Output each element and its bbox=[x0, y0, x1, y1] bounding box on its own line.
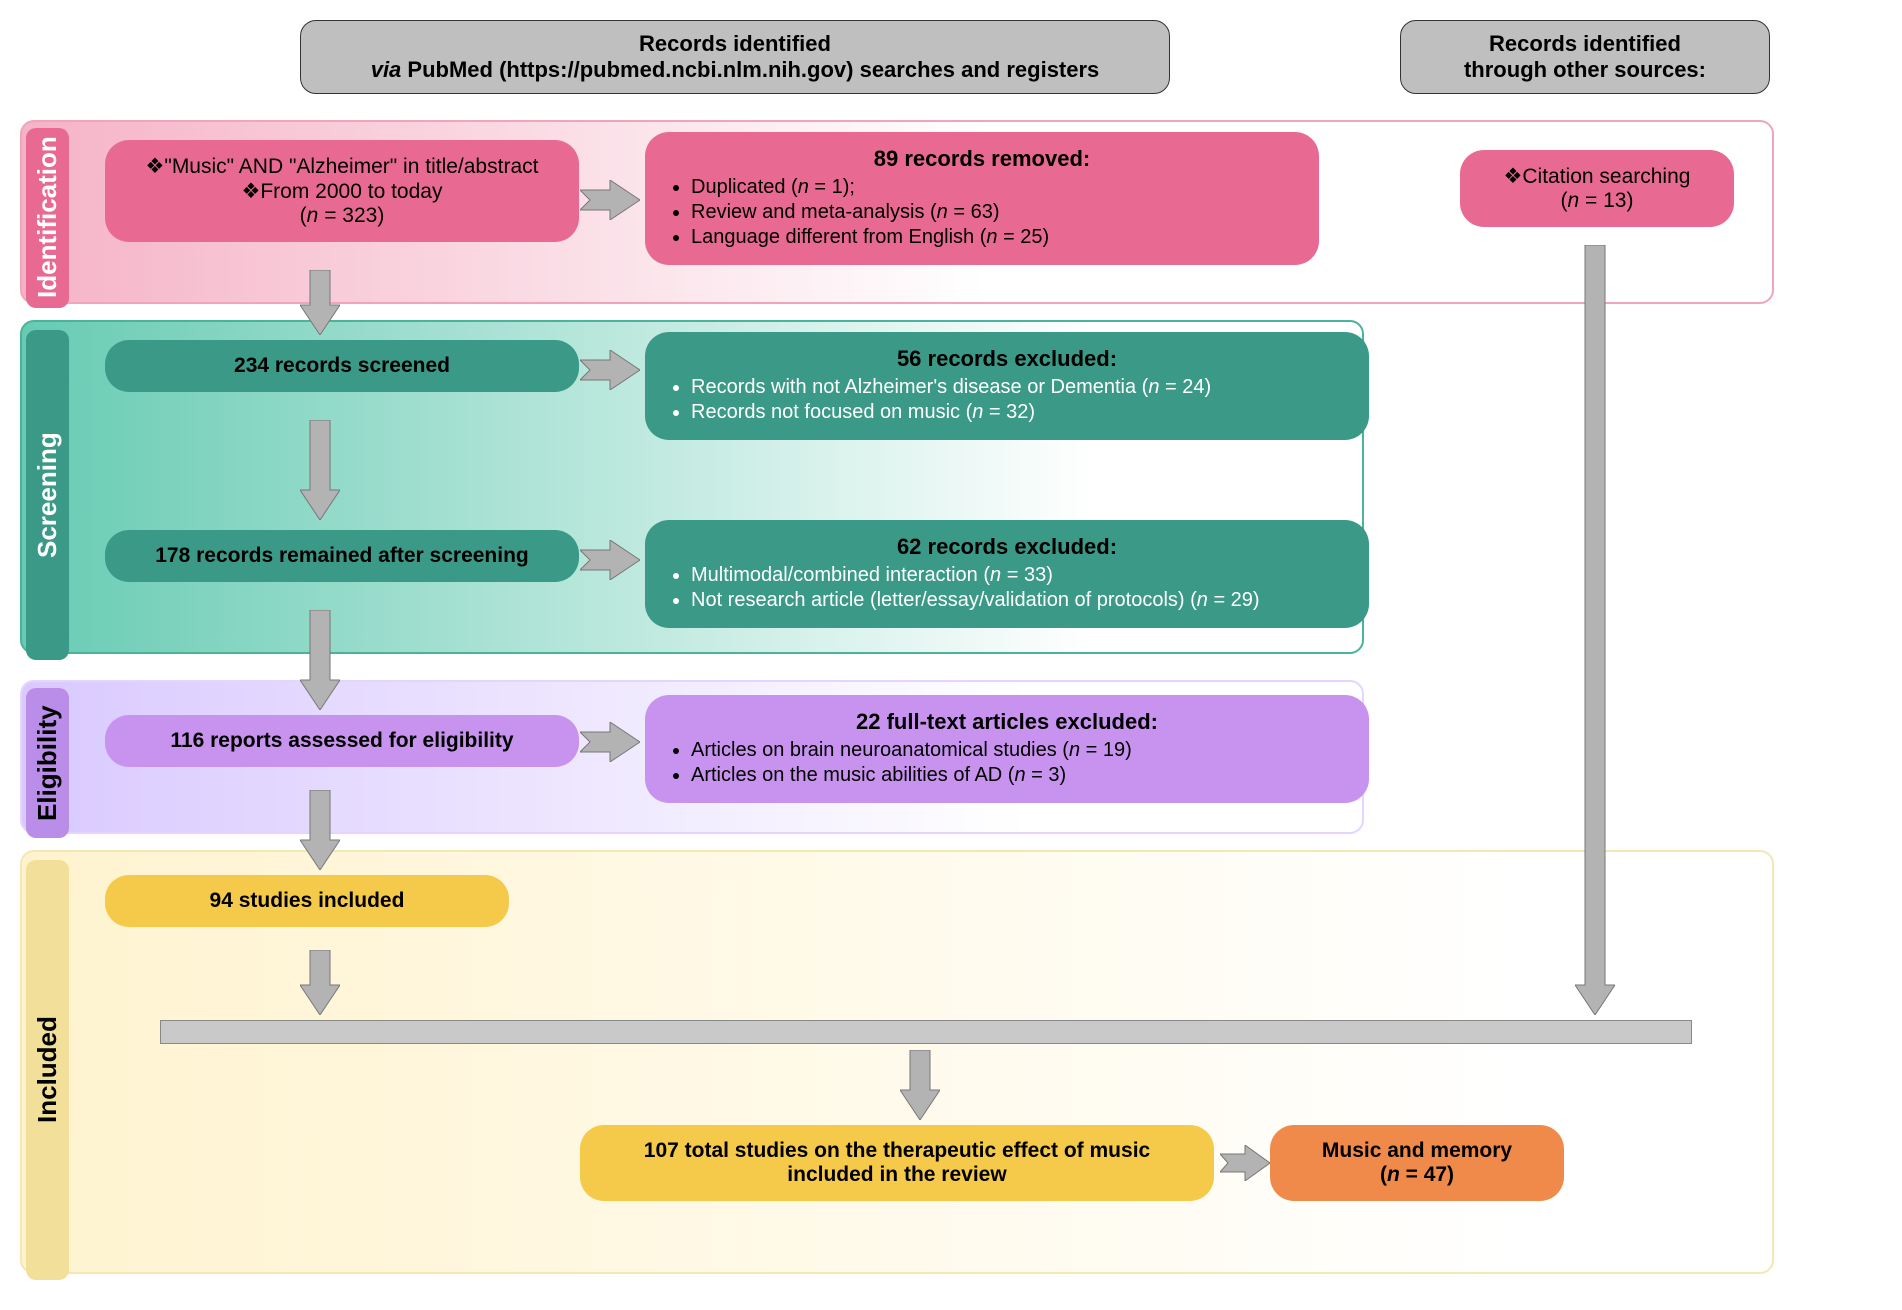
header-main-via: via bbox=[371, 57, 402, 82]
phase-label-screening: Screening bbox=[26, 330, 69, 660]
arrow-down-icon bbox=[300, 270, 340, 335]
phase-label-included: Included bbox=[26, 860, 69, 1280]
excl-item: Multimodal/combined interaction (n = 33) bbox=[691, 564, 1347, 587]
citation-text: Citation searching bbox=[1522, 165, 1690, 188]
arrow-right-icon bbox=[580, 350, 640, 390]
header-other-l1: Records identified bbox=[1489, 31, 1681, 56]
inc107-l1: 107 total studies on the therapeutic eff… bbox=[602, 1139, 1192, 1163]
node-56-excluded: 56 records excluded: Records with not Al… bbox=[645, 332, 1369, 440]
removed-item: Language different from English (n = 25) bbox=[691, 226, 1297, 249]
header-other-l2: through other sources: bbox=[1464, 57, 1706, 82]
bullet-icon: ❖ bbox=[146, 155, 165, 178]
removed-item: Review and meta-analysis (n = 63) bbox=[691, 201, 1297, 224]
screened-text: 234 records screened bbox=[234, 354, 450, 377]
inc107-l2: included in the review bbox=[602, 1163, 1192, 1187]
arrow-down-icon bbox=[300, 790, 340, 870]
node-234-screened: 234 records screened bbox=[105, 340, 579, 392]
arrow-right-icon bbox=[1220, 1145, 1270, 1181]
node-records-removed: 89 records removed: Duplicated (n = 1); … bbox=[645, 132, 1319, 265]
arrow-right-icon bbox=[580, 722, 640, 762]
excl-item: Articles on brain neuroanatomical studie… bbox=[691, 739, 1347, 762]
removed-item: Duplicated (n = 1); bbox=[691, 176, 1297, 199]
excl-item: Not research article (letter/essay/valid… bbox=[691, 589, 1347, 612]
excl56-title: 56 records excluded: bbox=[667, 346, 1347, 372]
removed-title: 89 records removed: bbox=[667, 146, 1297, 172]
excl62-title: 62 records excluded: bbox=[667, 534, 1347, 560]
bullet-icon: ❖ bbox=[1504, 165, 1523, 188]
remained-text: 178 records remained after screening bbox=[155, 544, 529, 567]
excl-item: Articles on the music abilities of AD (n… bbox=[691, 764, 1347, 787]
header-main-l2: PubMed (https://pubmed.ncbi.nlm.nih.gov)… bbox=[401, 57, 1099, 82]
search-line1: "Music" AND "Alzheimer" in title/abstrac… bbox=[164, 155, 538, 178]
node-94-included: 94 studies included bbox=[105, 875, 509, 927]
header-other: Records identified through other sources… bbox=[1400, 20, 1770, 94]
musicmem-l1: Music and memory bbox=[1292, 1139, 1542, 1163]
phase-label-identification: Identification bbox=[26, 128, 69, 308]
node-178-remained: 178 records remained after screening bbox=[105, 530, 579, 582]
elig-text: 116 reports assessed for eligibility bbox=[170, 729, 513, 752]
node-22-excluded: 22 full-text articles excluded: Articles… bbox=[645, 695, 1369, 803]
merge-bar bbox=[160, 1020, 1692, 1044]
search-line2: From 2000 to today bbox=[260, 180, 442, 203]
node-116-eligibility: 116 reports assessed for eligibility bbox=[105, 715, 579, 767]
arrow-down-icon bbox=[900, 1050, 940, 1120]
node-search-criteria: ❖"Music" AND "Alzheimer" in title/abstra… bbox=[105, 140, 579, 242]
arrow-right-icon bbox=[580, 540, 640, 580]
arrow-down-icon bbox=[300, 950, 340, 1015]
header-main: Records identified via PubMed (https://p… bbox=[300, 20, 1170, 94]
phase-label-eligibility: Eligibility bbox=[26, 688, 69, 838]
excl-item: Records with not Alzheimer's disease or … bbox=[691, 376, 1347, 399]
node-music-memory: Music and memory (n = 47) bbox=[1270, 1125, 1564, 1201]
inc94-text: 94 studies included bbox=[210, 889, 405, 912]
prisma-flowchart: Records identified via PubMed (https://p… bbox=[20, 20, 1882, 1290]
excl22-title: 22 full-text articles excluded: bbox=[667, 709, 1347, 735]
bullet-icon: ❖ bbox=[242, 180, 261, 203]
arrow-down-long-icon bbox=[1575, 245, 1615, 1015]
excl-item: Records not focused on music (n = 32) bbox=[691, 401, 1347, 424]
node-107-total: 107 total studies on the therapeutic eff… bbox=[580, 1125, 1214, 1201]
header-main-l1: Records identified bbox=[639, 31, 831, 56]
arrow-down-icon bbox=[300, 420, 340, 520]
node-62-excluded: 62 records excluded: Multimodal/combined… bbox=[645, 520, 1369, 628]
node-citation-searching: ❖Citation searching (n = 13) bbox=[1460, 150, 1734, 227]
arrow-down-icon bbox=[300, 610, 340, 710]
arrow-right-icon bbox=[580, 180, 640, 220]
